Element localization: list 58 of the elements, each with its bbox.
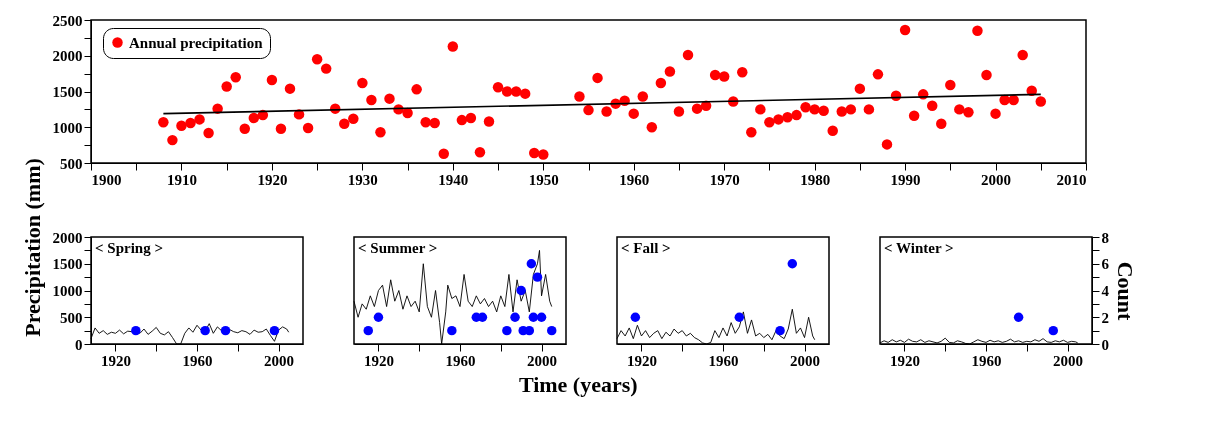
y-tick-label: 2000 <box>52 48 83 65</box>
x-tick-label: 1920 <box>363 352 394 369</box>
y2-tick-label: 4 <box>1101 283 1110 299</box>
y-tick-label: 1500 <box>52 84 83 100</box>
x-tick-label: 1930 <box>347 171 378 188</box>
y2-tick-label: 6 <box>1101 256 1110 273</box>
point <box>526 259 537 269</box>
x-tick-label: 1970 <box>709 171 740 188</box>
x-tick-label: 1960 <box>619 171 650 188</box>
legend-label: Annual precipitation <box>129 34 264 51</box>
x-tick-label: 1920 <box>626 352 657 369</box>
chart-title: < Winter > <box>884 240 954 256</box>
x-tick-label: 1950 <box>528 171 559 188</box>
y-axis-title: Precipitation (mm) <box>19 158 45 337</box>
point <box>532 272 543 282</box>
x-tick-label: 1920 <box>257 171 288 188</box>
y-tick-label: 1000 <box>52 283 83 299</box>
point <box>516 285 526 296</box>
x-tick-label: 1960 <box>445 352 476 369</box>
x-tick-label: 2000 <box>981 171 1012 188</box>
x-tick-label: 2000 <box>527 352 558 369</box>
x-tick-label: 2000 <box>264 352 295 369</box>
x-tick-label: 1940 <box>438 171 469 188</box>
point <box>528 312 539 322</box>
x-tick-label: 1960 <box>708 352 739 369</box>
x-tick-label: 2000 <box>790 352 821 369</box>
y-tick-label: 500 <box>60 155 83 172</box>
y2-tick-label: 8 <box>1101 229 1109 246</box>
x-tick-label: 1960 <box>182 352 213 369</box>
point <box>546 325 557 336</box>
point <box>373 312 384 322</box>
y-tick-label: 500 <box>60 309 83 326</box>
point <box>363 325 374 336</box>
chart-title: < Fall > <box>621 240 671 256</box>
y-tick-label: 2000 <box>52 229 83 246</box>
x-tick-label: 1900 <box>91 171 122 188</box>
x-tick-label: 2010 <box>1056 171 1087 188</box>
x-tick-label: 1920 <box>889 352 920 369</box>
y2-tick-label: 2 <box>1101 309 1109 326</box>
x-tick-label: 1960 <box>971 352 1002 369</box>
x-tick-label: 1990 <box>890 171 921 188</box>
point <box>510 312 520 322</box>
point <box>447 325 457 336</box>
point <box>536 312 547 322</box>
y-tick-label: 1000 <box>52 119 83 136</box>
y-tick-label: 2500 <box>52 12 83 29</box>
y-tick-label: 0 <box>75 336 83 353</box>
chart-title: < Spring > <box>95 240 163 256</box>
x-axis-title: Time (years) <box>518 371 638 397</box>
y2-axis-title: Count <box>1113 261 1138 322</box>
x-tick-label: 1910 <box>166 171 197 188</box>
x-tick-label: 1920 <box>100 352 131 369</box>
point <box>502 325 512 336</box>
x-tick-label: 1980 <box>800 171 831 188</box>
chart-title: < Summer > <box>358 240 438 256</box>
y-tick-label: 1500 <box>52 256 83 273</box>
x-tick-label: 2000 <box>1053 352 1084 369</box>
y2-tick-label: 0 <box>1101 336 1109 353</box>
